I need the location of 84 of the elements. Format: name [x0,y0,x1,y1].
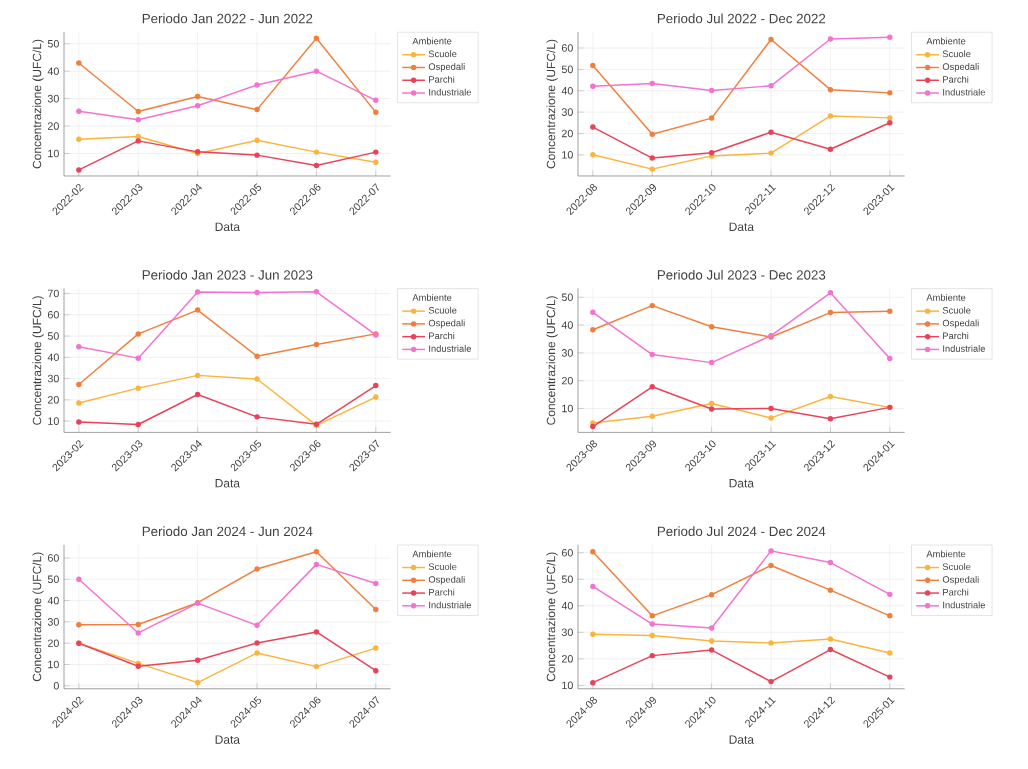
legend-label: Ospedali [942,62,979,72]
y-axis-title: Concentrazione (UFC/L) [32,39,44,169]
legend-title: Ambiente [412,550,452,558]
x-axis-title: Data [729,222,755,231]
y-tick-label: 40 [47,67,59,75]
legend-label: Ospedali [428,319,465,329]
y-tick-label: 10 [48,660,59,669]
legend-title: Ambiente [412,293,452,301]
legend-label: Parchi [429,75,455,83]
chart-title: Periodo Jul 2024 - Dec 2024 [657,526,826,536]
y-axis-title: Concentrazione (UFC/L) [546,39,558,169]
y-tick-label: 40 [561,321,573,329]
y-tick-label: 40 [47,596,59,605]
y-tick-label: 20 [47,395,59,404]
y-tick-label: 20 [561,654,573,663]
legend-label: Scuole [428,50,457,58]
legend-title: Ambiente [926,550,966,558]
y-tick-label: 30 [561,108,573,116]
legend-label: Industriale [943,601,985,609]
y-tick-label: 10 [48,417,59,425]
legend-label: Parchi [943,75,969,83]
y-axis-title: Concentrazione (UFC/L) [32,295,44,425]
y-tick-label: 30 [561,628,573,636]
y-tick-label: 30 [47,617,59,626]
legend-label: Scuole [428,306,457,314]
y-tick-label: 40 [47,353,59,361]
y-tick-label: 30 [47,94,59,103]
y-tick-label: 10 [562,150,573,159]
y-tick-label: 50 [47,332,59,340]
y-axis-title: Concentrazione (UFC/L) [32,552,44,682]
legend-label: Parchi [943,588,969,596]
y-tick-label: 50 [47,39,59,48]
y-tick-label: 20 [47,122,59,130]
legend-label: Parchi [943,332,969,339]
legend-title: Ambiente [926,37,966,45]
legend-title: Ambiente [412,37,452,45]
y-tick-label: 20 [561,376,573,385]
y-tick-label: 30 [561,348,573,357]
chart-title: Periodo Jul 2022 - Dec 2022 [657,13,826,24]
y-tick-label: 20 [561,129,573,138]
y-axis-title: Concentrazione (UFC/L) [546,295,558,425]
legend-label: Ospedali [942,319,979,329]
chart-title: Periodo Jan 2022 - Jun 2022 [142,13,313,24]
legend-label: Industriale [429,601,471,609]
legend-label: Parchi [429,332,455,339]
y-tick-label: 10 [562,681,573,689]
x-axis-title: Data [215,478,241,488]
y-tick-label: 10 [562,404,573,413]
legend-label: Industriale [943,344,985,352]
legend-label: Industriale [429,344,471,352]
y-tick-label: 30 [47,374,59,383]
x-axis-title: Data [729,735,755,744]
y-tick-label: 50 [47,575,59,583]
chart-title: Periodo Jul 2023 - Dec 2023 [657,269,826,280]
chart-title: Periodo Jan 2023 - Jun 2023 [142,269,313,280]
legend-label: Scuole [942,563,971,570]
y-tick-label: 70 [47,289,59,298]
y-tick-label: 10 [48,149,59,158]
x-axis-title: Data [215,222,241,231]
legend-label: Ospedali [942,575,979,585]
legend-label: Parchi [429,588,455,596]
y-tick-label: 60 [561,44,573,52]
y-tick-label: 60 [561,548,573,557]
y-tick-label: 50 [561,293,573,301]
y-tick-label: 40 [561,601,573,610]
y-tick-label: 60 [47,554,59,562]
legend-label: Scuole [942,50,971,58]
y-tick-label: 40 [561,86,573,95]
legend-label: Industriale [429,88,471,96]
chart-title: Periodo Jan 2024 - Jun 2024 [142,526,313,536]
legend-title: Ambiente [926,293,966,301]
y-tick-label: 50 [561,575,573,583]
legend-label: Scuole [942,306,971,314]
x-axis-title: Data [215,735,241,744]
legend-label: Industriale [943,88,985,96]
legend-label: Ospedali [428,575,465,585]
legend-label: Scuole [428,563,457,570]
y-tick-label: 0 [53,681,59,690]
x-axis-title: Data [729,478,755,488]
legend-label: Ospedali [428,62,465,72]
y-tick-label: 20 [47,639,59,647]
y-axis-title: Concentrazione (UFC/L) [546,552,558,682]
y-tick-label: 50 [561,65,573,73]
y-tick-label: 60 [47,310,59,319]
